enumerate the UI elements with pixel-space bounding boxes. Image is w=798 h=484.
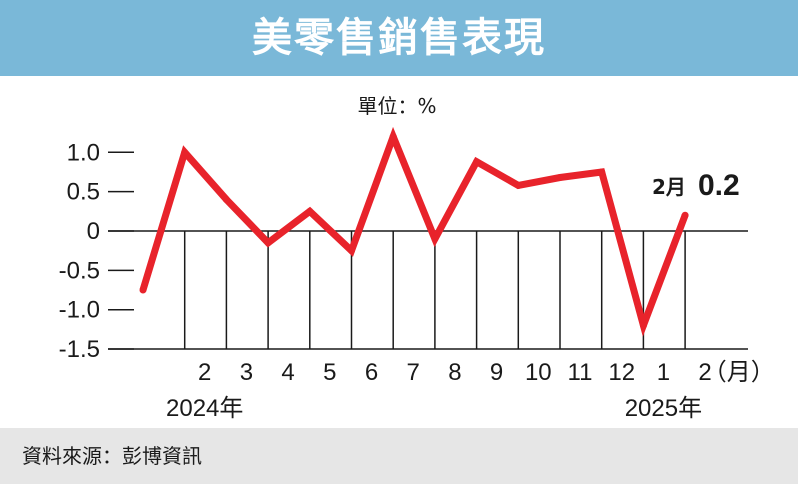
data-points <box>139 133 689 329</box>
y-tick-label: 1.0 <box>67 139 100 166</box>
x-tick-label: 7 <box>407 359 420 386</box>
y-axis: 1.0 0.5 0 -0.5 -1.0 -1.5 <box>59 139 134 363</box>
data-point <box>306 207 314 215</box>
y-tick-label: -0.5 <box>59 257 100 284</box>
x-tick-label: 2 <box>698 359 711 386</box>
data-point <box>222 196 230 204</box>
x-tick-label: 2 <box>198 359 211 386</box>
x-tick-label: 12 <box>608 359 635 386</box>
annotation-month: 2月 <box>652 175 686 199</box>
x-axis: 2 3 4 5 6 7 8 9 10 11 12 1 2（月） <box>183 231 775 386</box>
title-banner: 美零售銷售表現 <box>0 0 798 76</box>
x-tick-label: 6 <box>365 359 378 386</box>
data-point <box>181 148 189 156</box>
data-point <box>431 235 439 243</box>
x-tick-label: 5 <box>323 359 336 386</box>
x-tick-label: 10 <box>525 359 552 386</box>
x-tick-label: 1 <box>657 359 670 386</box>
data-point <box>389 133 397 141</box>
year-label: 2025年 <box>625 395 702 422</box>
year-labels: 2024年 2025年 <box>166 395 702 422</box>
data-point <box>139 286 147 294</box>
chart-title: 美零售銷售表現 <box>252 15 546 61</box>
unit-label: 單位：% <box>357 94 436 118</box>
footer-bar: 資料來源：彭博資訊 <box>0 428 798 484</box>
data-point <box>264 239 272 247</box>
data-point <box>473 158 481 166</box>
data-point <box>598 168 606 176</box>
data-point <box>514 181 522 189</box>
y-tick-label: 0 <box>87 218 100 245</box>
retail-sales-line <box>139 126 689 337</box>
y-tick-label: -1.5 <box>59 336 100 363</box>
x-tick-label: 4 <box>281 359 294 386</box>
data-point <box>681 211 689 219</box>
x-tick-label: 8 <box>448 359 461 386</box>
x-tick-label: 11 <box>568 359 593 386</box>
data-point <box>639 321 647 329</box>
y-tick-label: -1.0 <box>59 297 100 324</box>
y-tick-label: 0.5 <box>67 179 100 206</box>
annotation-value: 0.2 <box>698 169 740 202</box>
data-point <box>556 173 564 181</box>
year-label: 2024年 <box>166 395 243 422</box>
data-point <box>348 247 355 255</box>
line-chart: 單位：% 1.00.50-0.5-1.0-1.5 2 3 4 5 6 7 8 9 10 11 12 1… <box>59 94 775 422</box>
source-note: 資料來源：彭博資訊 <box>22 444 202 468</box>
x-tick-label: 9 <box>490 359 503 386</box>
x-axis-unit: （月） <box>703 359 775 386</box>
x-tick-label: 3 <box>240 359 253 386</box>
